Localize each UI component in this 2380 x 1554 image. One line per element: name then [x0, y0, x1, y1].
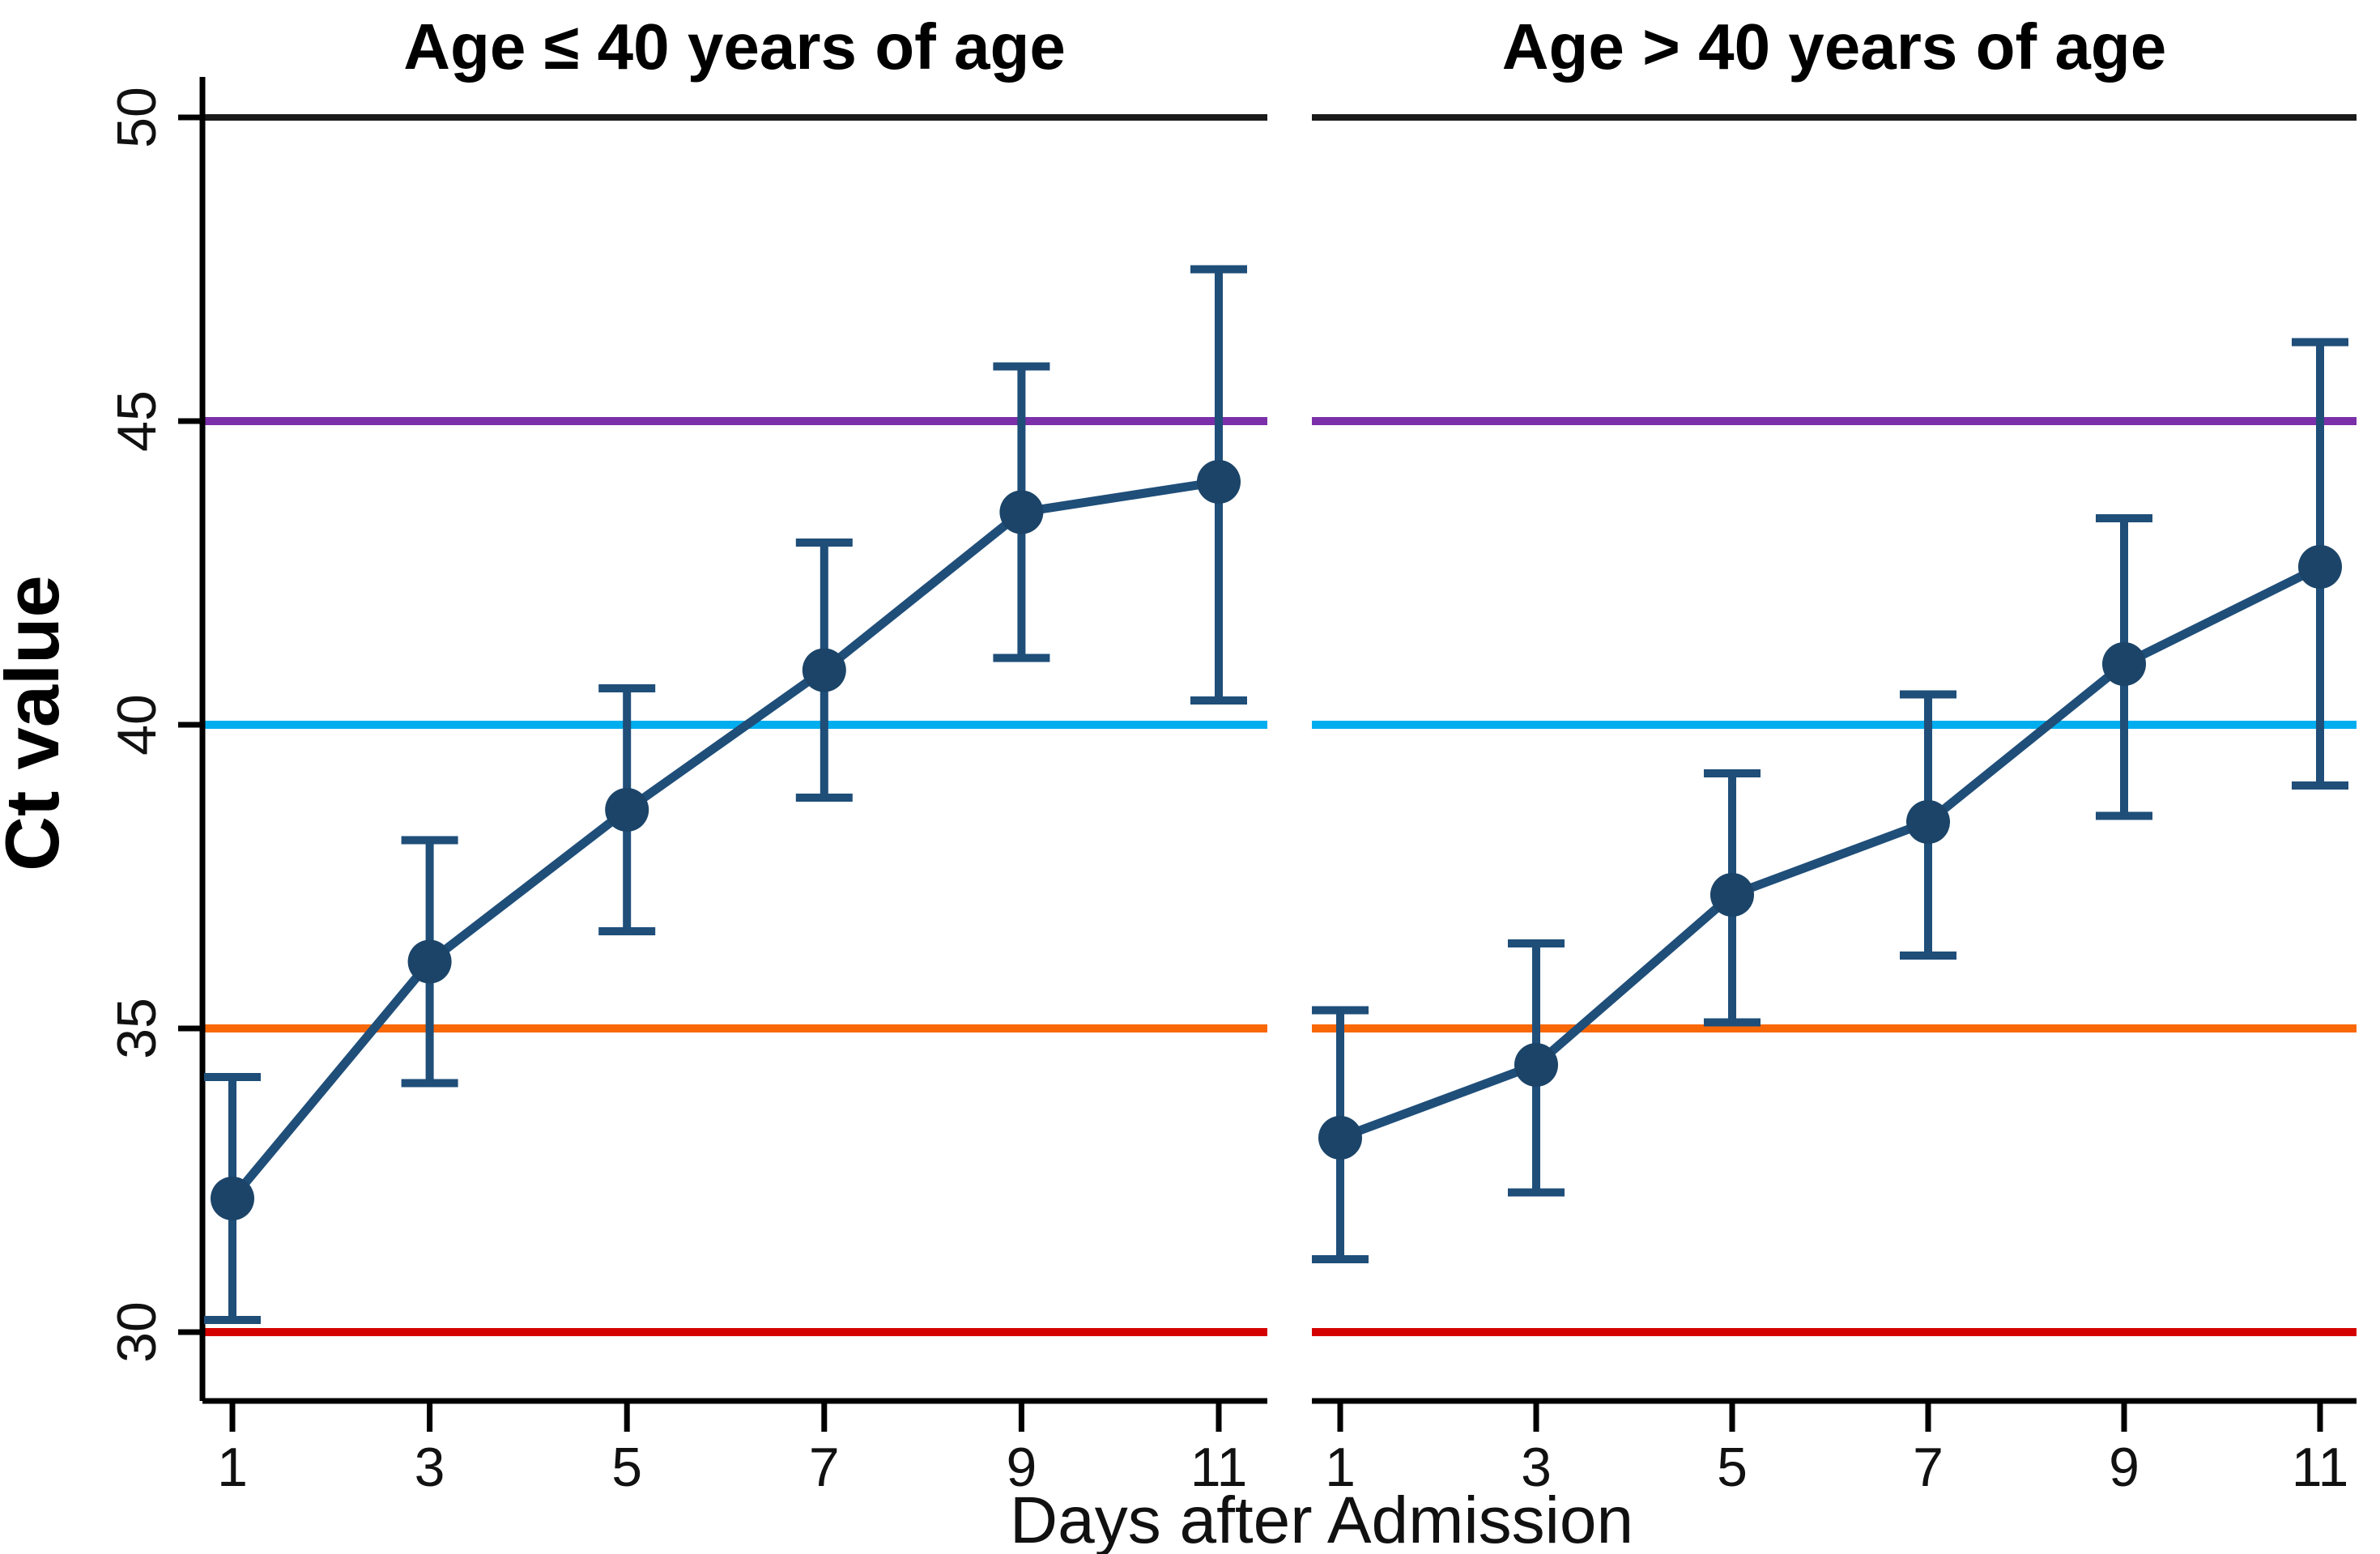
- mean-marker-left-day11: [1197, 460, 1241, 504]
- y-axis-title: Ct value: [0, 575, 75, 871]
- y-tick-label-30: 30: [106, 1301, 168, 1363]
- x-tick-label-left-11: 11: [1190, 1437, 1248, 1498]
- mean-marker-right-day5: [1710, 873, 1754, 917]
- x-tick-label-left-1: 1: [217, 1437, 248, 1498]
- x-tick-label-left-7: 7: [809, 1437, 840, 1498]
- mean-marker-right-day9: [2102, 642, 2146, 686]
- x-tick-label-right-3: 3: [1521, 1437, 1552, 1498]
- mean-line-right: [1339, 563, 2323, 1143]
- mean-line-left: [228, 477, 1220, 1202]
- mean-marker-left-day9: [999, 490, 1044, 534]
- y-tick-label-40: 40: [106, 694, 168, 756]
- x-tick-label-right-9: 9: [2109, 1437, 2139, 1498]
- panel-title-right: Age > 40 years of age: [1502, 11, 2166, 83]
- y-tick-label-50: 50: [106, 87, 168, 148]
- x-tick-label-right-11: 11: [2292, 1437, 2349, 1498]
- y-tick-label-45: 45: [106, 390, 168, 452]
- mean-marker-right-day7: [1906, 800, 1950, 844]
- y-tick-label-35: 35: [106, 998, 168, 1059]
- x-tick-label-right-1: 1: [1325, 1437, 1356, 1498]
- mean-marker-left-day1: [211, 1177, 254, 1220]
- x-tick-label-left-9: 9: [1006, 1437, 1037, 1498]
- panel-title-left: Age ≤ 40 years of age: [403, 11, 1066, 83]
- mean-marker-left-day7: [802, 648, 846, 692]
- mean-marker-right-day3: [1514, 1043, 1558, 1087]
- mean-marker-left-day5: [605, 788, 649, 832]
- x-tick-label-right-7: 7: [1913, 1437, 1944, 1498]
- mean-marker-right-day1: [1318, 1116, 1362, 1160]
- mean-marker-left-day3: [407, 939, 452, 984]
- x-tick-label-left-5: 5: [611, 1437, 642, 1498]
- mean-marker-right-day11: [2298, 545, 2342, 589]
- x-tick-label-right-5: 5: [1717, 1437, 1748, 1498]
- x-axis-title: Days after Admission: [1010, 1484, 1633, 1554]
- x-tick-label-left-3: 3: [415, 1437, 445, 1498]
